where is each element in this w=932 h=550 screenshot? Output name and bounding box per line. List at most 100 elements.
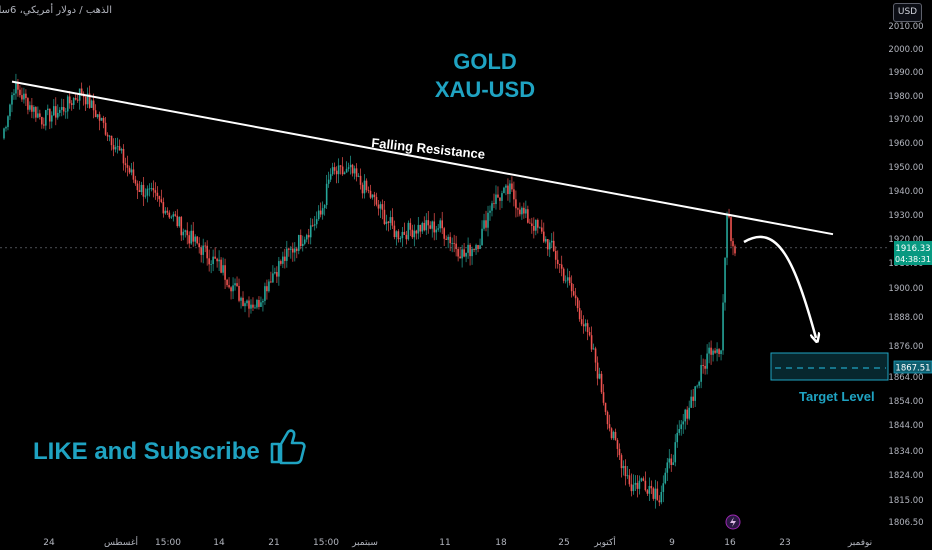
candle-body	[377, 204, 380, 209]
candle-body	[146, 188, 149, 196]
time-tick-label: 15:00	[313, 538, 339, 548]
candle-body	[712, 350, 714, 355]
candle-body	[688, 407, 690, 419]
candle-body	[443, 228, 445, 239]
candle-body	[216, 258, 218, 262]
candle-body	[317, 210, 320, 220]
events-flash-icon[interactable]	[725, 514, 741, 530]
candle-body	[41, 116, 43, 125]
candle-body	[455, 243, 457, 250]
candle-body	[19, 89, 21, 96]
candle-body	[628, 475, 631, 485]
candle-body	[495, 194, 497, 205]
candle-body	[451, 243, 453, 244]
candle-body	[80, 88, 83, 94]
candle-body	[696, 385, 698, 387]
candle-body	[68, 96, 71, 104]
candle-body	[33, 107, 35, 112]
candle-body	[128, 167, 131, 173]
currency-button[interactable]: USD	[893, 3, 922, 22]
candle-body	[680, 424, 683, 430]
candle-body	[5, 127, 7, 129]
candle-body	[66, 96, 69, 112]
candle-body	[389, 217, 392, 223]
candle-body	[313, 224, 316, 226]
candle-body	[620, 455, 623, 469]
candle-body	[252, 304, 254, 308]
candle-body	[590, 335, 593, 350]
candle-body	[248, 300, 250, 309]
candle-body	[517, 208, 519, 210]
candle-body	[550, 240, 553, 243]
candle-body	[467, 244, 469, 253]
thumbs-up-icon	[270, 429, 306, 465]
candle-body	[700, 365, 702, 382]
candle-body	[262, 300, 264, 303]
candle-body	[50, 115, 53, 122]
candle-body	[363, 180, 366, 194]
candle-body	[638, 480, 641, 489]
price-tick-label: 1815.00	[888, 496, 923, 506]
candle-body	[670, 458, 673, 465]
candle-body	[134, 179, 137, 184]
candle-body	[54, 106, 57, 118]
candle-body	[13, 93, 15, 96]
candle-body	[529, 222, 531, 224]
candle-body	[114, 147, 117, 150]
candle-body	[15, 82, 17, 94]
price-tick-label: 2000.00	[888, 45, 923, 55]
candle-body	[533, 226, 535, 231]
candle-body	[31, 105, 33, 112]
candle-body	[98, 114, 101, 121]
candle-body	[471, 248, 473, 257]
candle-body	[136, 183, 139, 191]
candle-body	[708, 347, 710, 354]
candle-body	[664, 472, 667, 484]
candle-body	[437, 228, 440, 230]
candle-body	[582, 324, 585, 327]
candle-body	[168, 212, 171, 218]
candle-body	[70, 103, 73, 105]
candle-body	[232, 285, 234, 292]
candle-body	[170, 216, 173, 218]
price-tick-label: 1888.00	[888, 313, 923, 323]
candle-body	[441, 220, 443, 229]
candle-body	[118, 146, 121, 151]
candle-body	[558, 264, 561, 265]
candle-body	[415, 230, 418, 234]
candle-body	[525, 209, 527, 214]
candle-body	[521, 207, 523, 215]
candle-body	[487, 212, 489, 228]
candle-body	[678, 429, 681, 433]
candle-body	[574, 295, 577, 299]
candle-body	[192, 230, 195, 242]
candle-body	[110, 135, 113, 146]
candle-body	[610, 428, 613, 439]
price-tick-label: 1930.00	[888, 211, 923, 221]
candle-body	[132, 169, 135, 180]
candle-body	[726, 214, 728, 258]
candle-body	[94, 110, 97, 118]
candle-body	[654, 488, 657, 499]
candle-body	[419, 224, 422, 232]
candle-body	[190, 230, 193, 244]
time-tick-label: 16	[724, 538, 736, 548]
candle-body	[104, 122, 107, 135]
candle-body	[602, 392, 605, 403]
candle-body	[560, 264, 563, 269]
candle-body	[288, 248, 290, 250]
time-tick-label: 24	[43, 538, 55, 548]
price-tick-label: 2010.00	[888, 22, 923, 32]
candle-body	[182, 231, 185, 236]
price-tick-label: 1876.00	[888, 342, 923, 352]
time-tick-label: 18	[495, 538, 507, 548]
candle-body	[481, 228, 483, 246]
candle-body	[662, 483, 665, 492]
candle-body	[692, 396, 694, 401]
candle-body	[150, 188, 153, 189]
candle-body	[236, 283, 238, 286]
candle-body	[668, 458, 671, 463]
candle-body	[174, 214, 177, 216]
candle-body	[686, 409, 688, 419]
